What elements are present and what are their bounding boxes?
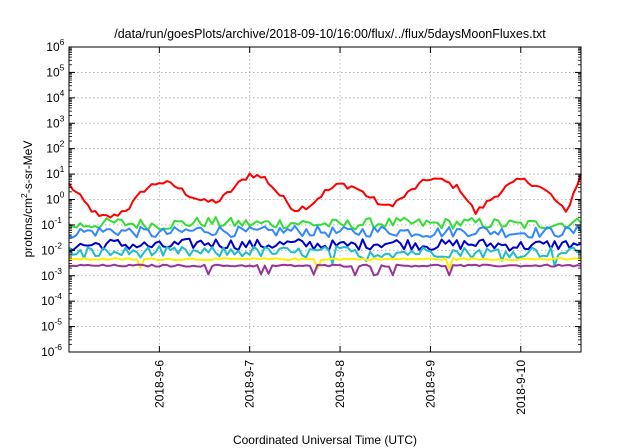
y-tick-exponent: -5 <box>54 317 62 327</box>
y-tick-exponent: 5 <box>60 62 65 72</box>
y-tick-base: 10 <box>41 294 55 308</box>
y-tick-exponent: -6 <box>54 342 62 352</box>
y-tick-base: 10 <box>41 345 55 359</box>
y-tick-base: 10 <box>46 91 60 105</box>
y-tick-label: 10-3 <box>41 266 62 283</box>
x-tick-label: 2018-9-8 <box>333 360 347 408</box>
y-tick-base: 10 <box>41 320 55 334</box>
chart-title: /data/run/goesPlots/archive/2018-09-10/1… <box>114 27 546 41</box>
y-tick-base: 10 <box>46 40 60 54</box>
series-line-3 <box>68 225 582 239</box>
y-tick-base: 10 <box>46 193 60 207</box>
y-tick-exponent: 3 <box>60 113 65 123</box>
series-line-1 <box>68 172 582 219</box>
x-tick-label: 2018-9-9 <box>423 360 437 408</box>
series-line-2 <box>68 216 582 231</box>
y-tick-exponent: 0 <box>60 190 65 200</box>
y-tick-exponent: 4 <box>60 88 65 98</box>
y-tick-exponent: -1 <box>54 215 62 225</box>
y-tick-exponent: 2 <box>60 139 65 149</box>
x-tick-label: 2018-9-6 <box>152 360 166 408</box>
x-tick-label: 2018-9-10 <box>514 360 528 415</box>
grid <box>69 47 581 352</box>
y-tick-label: 103 <box>46 113 64 130</box>
y-tick-base: 10 <box>46 167 60 181</box>
y-tick-base: 10 <box>46 65 60 79</box>
y-tick-label: 10-2 <box>41 240 62 257</box>
x-tick-label: 2018-9-7 <box>243 360 257 408</box>
x-axis-label: Coordinated Universal Time (UTC) <box>233 433 417 447</box>
y-tick-base: 10 <box>41 243 55 257</box>
y-tick-base: 10 <box>46 142 60 156</box>
y-tick-exponent: 6 <box>60 37 65 47</box>
y-tick-base: 10 <box>46 116 60 130</box>
y-axis-label-suffix: -s-sr-MeV <box>21 141 35 194</box>
series-line-4 <box>68 237 582 252</box>
y-tick-label: 101 <box>46 164 64 181</box>
y-tick-label: 10-1 <box>41 215 62 232</box>
y-axis-label: protons/cm2-s-sr-MeV <box>19 141 35 258</box>
y-tick-label: 10-5 <box>41 317 62 334</box>
y-tick-label: 104 <box>46 88 64 105</box>
y-tick-exponent: 1 <box>60 164 65 174</box>
y-tick-label: 10-4 <box>41 291 62 308</box>
y-tick-exponent: -2 <box>54 240 62 250</box>
y-tick-exponent: -4 <box>54 291 62 301</box>
x-axis: 2018-9-6 2018-9-7 2018-9-8 2018-9-9 2018-9-1… <box>152 47 528 415</box>
y-tick-exponent: -3 <box>54 266 62 276</box>
y-tick-label: 106 <box>46 37 64 54</box>
series-line-6 <box>68 257 582 270</box>
y-axis-label-superscript: 2 <box>19 193 29 198</box>
series-line-7 <box>68 263 582 277</box>
y-axis: 10-610-510-410-310-210-11001011021031041… <box>41 37 581 359</box>
y-tick-base: 10 <box>41 269 55 283</box>
y-tick-base: 10 <box>41 218 55 232</box>
y-tick-label: 10-6 <box>41 342 62 359</box>
y-tick-label: 105 <box>46 62 64 79</box>
series-line-5 <box>68 245 582 267</box>
y-axis-label-prefix: protons/cm <box>21 198 35 257</box>
series-group <box>68 172 582 277</box>
y-tick-label: 102 <box>46 139 64 156</box>
y-tick-label: 100 <box>46 190 64 207</box>
